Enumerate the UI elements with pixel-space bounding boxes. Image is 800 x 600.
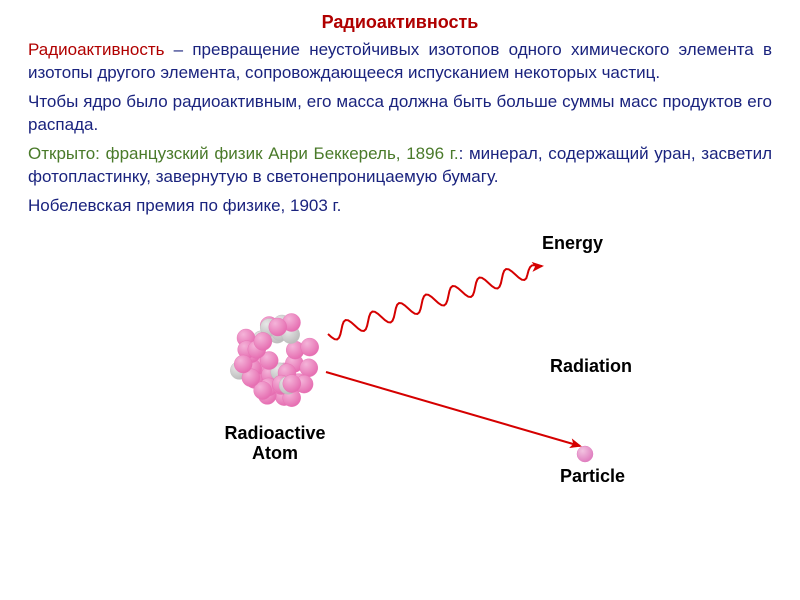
atom-label-line1: Radioactive (224, 423, 325, 443)
discovery-detail: французский физик Анри Беккерель, 1896 г… (100, 144, 459, 163)
radiation-arrow-icon (326, 372, 580, 446)
discovery-label: Открыто: (28, 144, 100, 163)
energy-arrow-icon (328, 265, 542, 339)
particle-label: Particle (560, 466, 625, 486)
radioactive-atom-icon (230, 313, 318, 406)
diagram-container: Energy Radiation Particle RadioactiveAtom (28, 224, 772, 494)
atom-label-line2: Atom (252, 443, 298, 463)
radioactivity-diagram: Energy Radiation Particle RadioactiveAtom (140, 224, 660, 494)
nobel-paragraph: Нобелевская премия по физике, 1903 г. (28, 195, 772, 218)
particle-icon (577, 446, 593, 462)
page-title: Радиоактивность (28, 12, 772, 33)
radiation-label: Radiation (550, 356, 632, 376)
term-radioactivity: Радиоактивность (28, 40, 164, 59)
energy-label: Energy (542, 233, 603, 253)
condition-paragraph: Чтобы ядро было радиоактивным, его масса… (28, 91, 772, 137)
discovery-paragraph: Открыто: французский физик Анри Беккерел… (28, 143, 772, 189)
definition-paragraph: Радиоактивность – превращение неустойчив… (28, 39, 772, 85)
